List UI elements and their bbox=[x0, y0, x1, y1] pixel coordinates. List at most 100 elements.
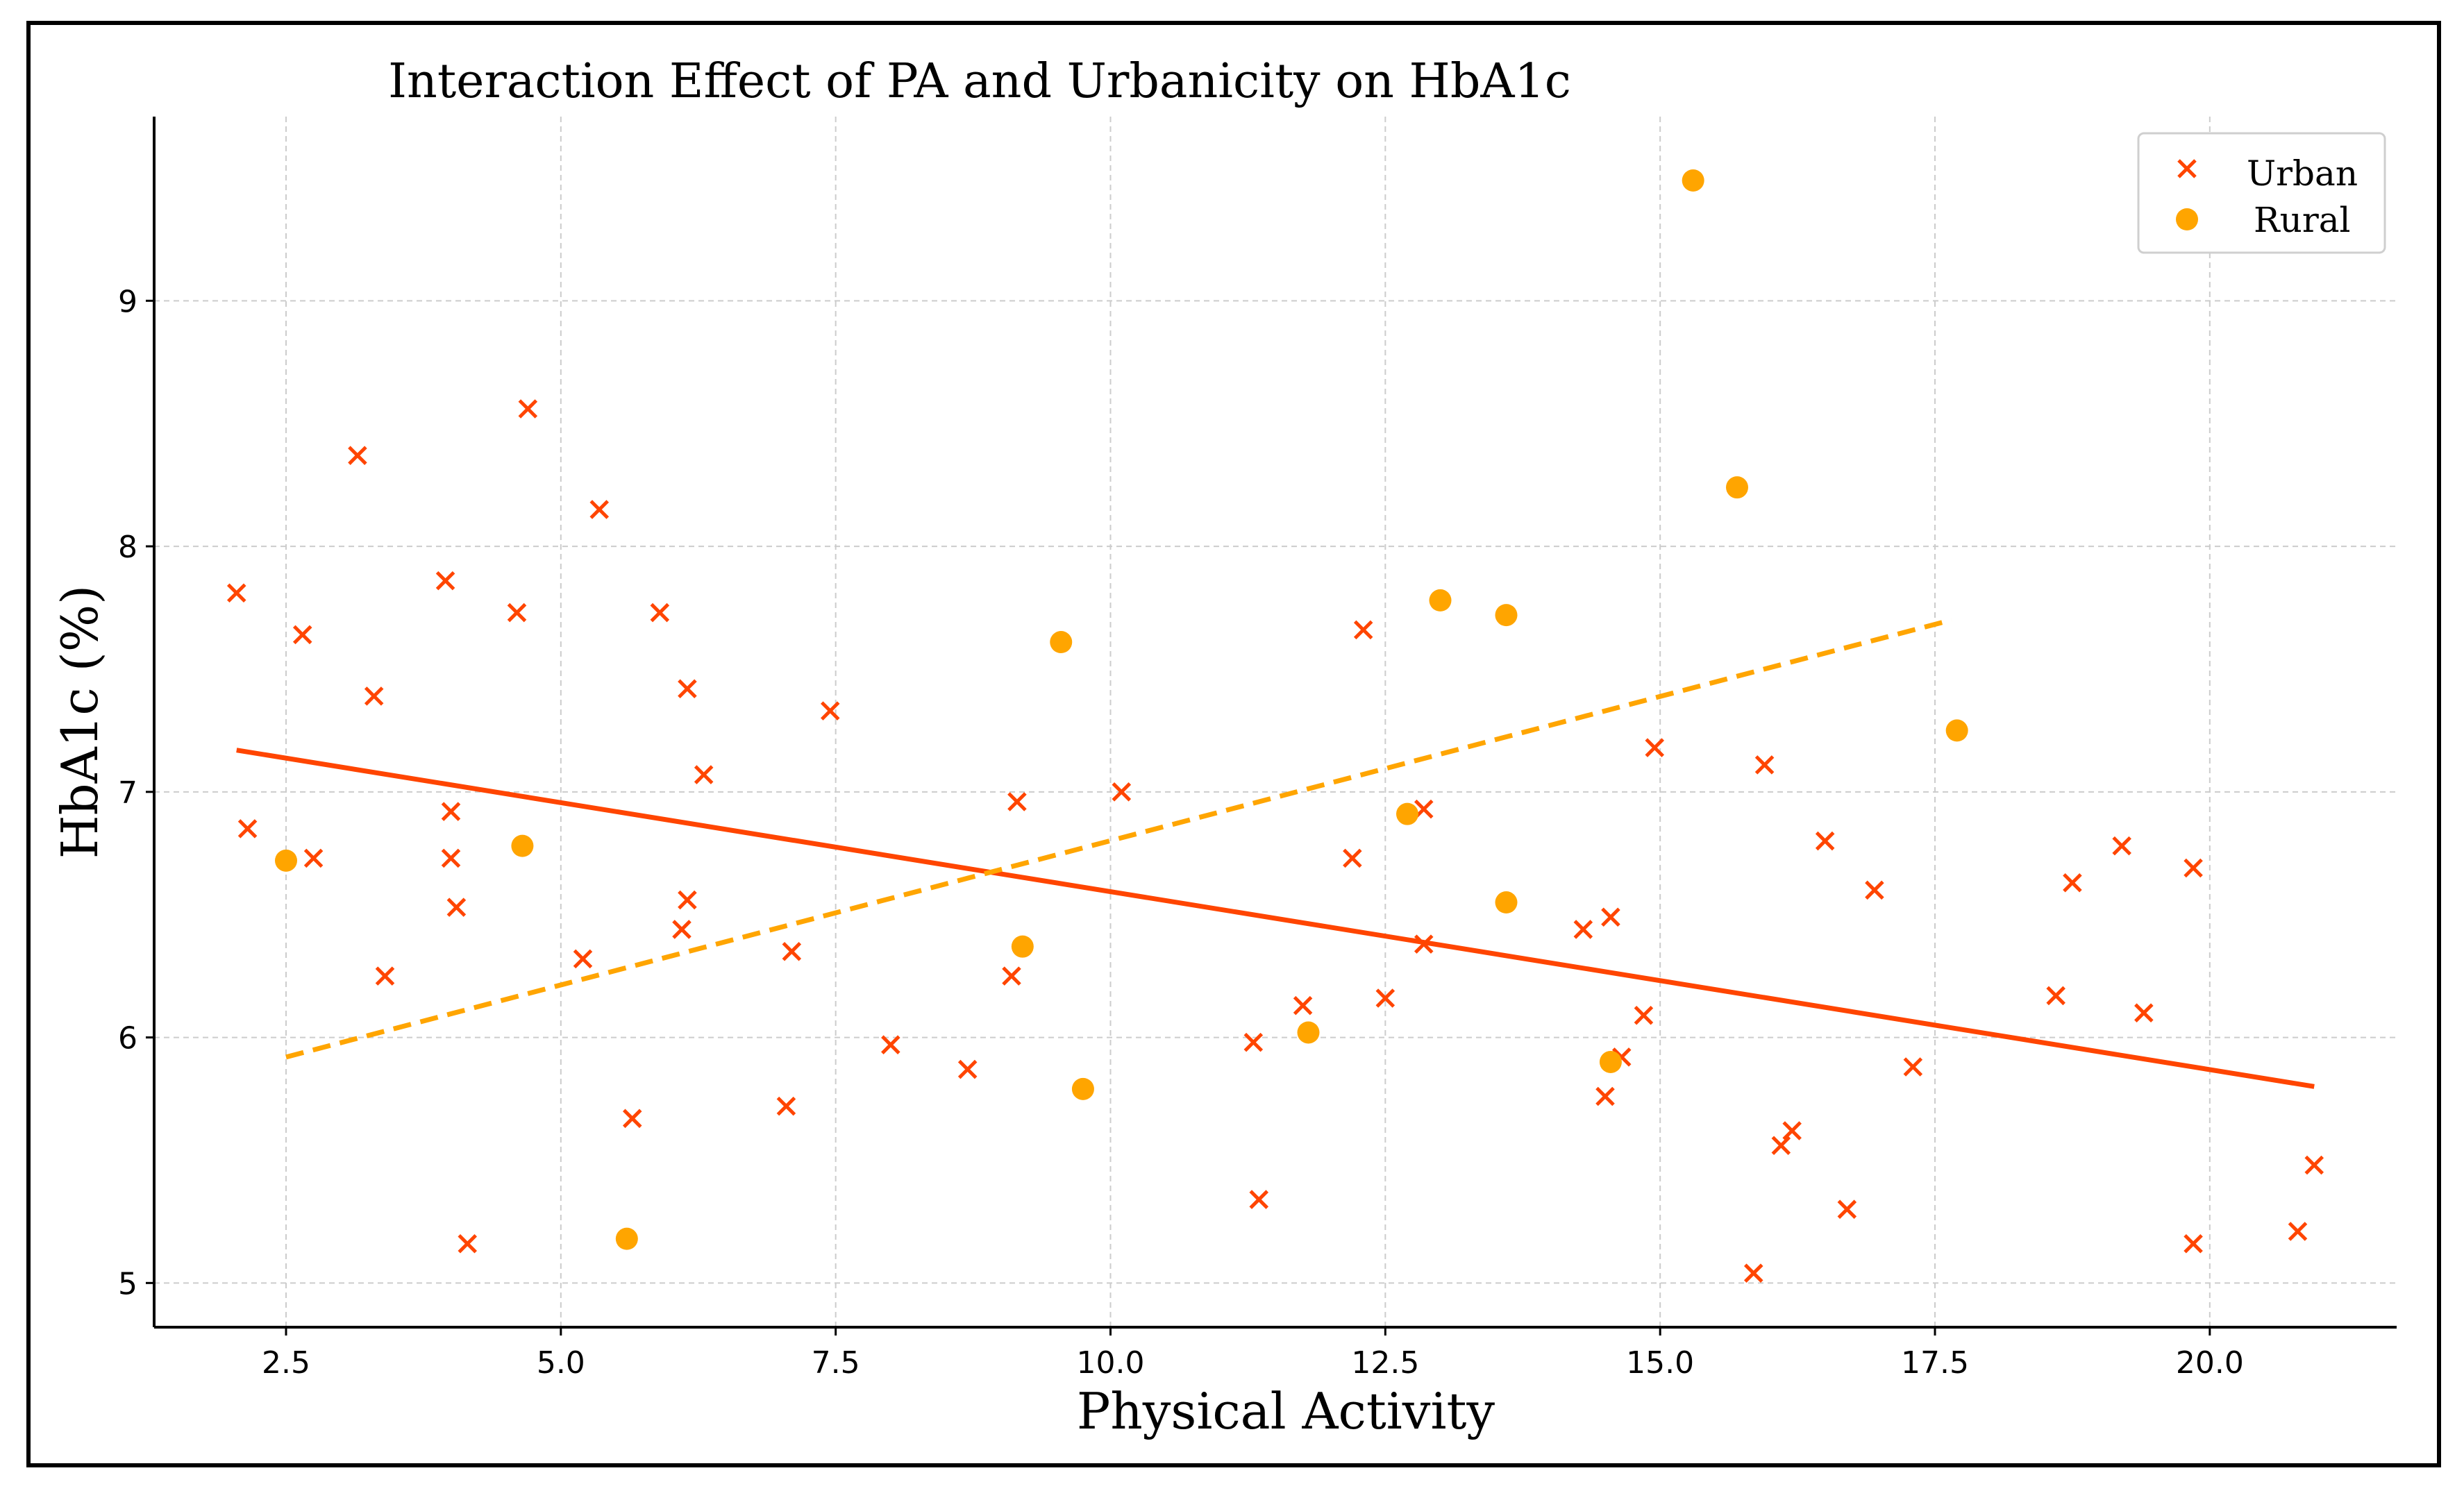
rural-point bbox=[1495, 891, 1518, 914]
x-marker-stroke bbox=[2304, 1155, 2324, 1175]
urban-point bbox=[1343, 848, 1362, 868]
rural-point bbox=[1050, 631, 1073, 654]
urban-point bbox=[650, 603, 670, 623]
urban-point bbox=[458, 1233, 478, 1254]
rural-point bbox=[1071, 1077, 1094, 1100]
x-marker-stroke bbox=[1754, 755, 1775, 775]
x-marker-stroke bbox=[292, 625, 312, 645]
x-marker-stroke bbox=[507, 603, 527, 623]
urban-point bbox=[1414, 934, 1434, 954]
urban-point bbox=[1645, 738, 1665, 757]
x-marker-stroke bbox=[2134, 1003, 2154, 1022]
legend-rural-label: Rural bbox=[2254, 200, 2351, 240]
urban-point bbox=[2112, 836, 2131, 856]
rural-point bbox=[1682, 169, 1704, 192]
x-marker-stroke bbox=[1353, 620, 1373, 640]
x-marker-stroke bbox=[237, 819, 258, 839]
urban-point bbox=[1771, 1136, 1791, 1155]
x-marker-stroke bbox=[364, 686, 384, 706]
x-marker-stroke bbox=[589, 500, 610, 519]
x-marker-stroke bbox=[678, 890, 697, 910]
x-marker-stroke bbox=[226, 583, 246, 603]
x-tick-label: 12.5 bbox=[1351, 1345, 1419, 1381]
urban-point bbox=[441, 848, 461, 868]
urban-trend-line bbox=[236, 748, 2315, 1089]
legend: Urban Rural bbox=[2137, 132, 2386, 254]
urban-point bbox=[2184, 858, 2203, 878]
x-marker-stroke bbox=[2063, 873, 2082, 893]
urban-point bbox=[1815, 831, 1835, 851]
urban-point bbox=[1293, 995, 1313, 1016]
rural-point bbox=[615, 1227, 638, 1250]
urban-point bbox=[1112, 782, 1132, 802]
grid-lines bbox=[154, 117, 2397, 1327]
x-marker-stroke bbox=[435, 571, 455, 591]
urban-point bbox=[1249, 1190, 1269, 1209]
trend-lines bbox=[236, 617, 2315, 1089]
urban-point bbox=[1903, 1057, 1923, 1077]
urban-point bbox=[1634, 1005, 1654, 1025]
x-tick-label: 5.0 bbox=[537, 1345, 585, 1381]
rural-point bbox=[511, 834, 534, 857]
x-tick-label: 2.5 bbox=[262, 1345, 310, 1381]
chart-title: Interaction Effect of PA and Urbanicity … bbox=[388, 54, 1571, 109]
urban-point bbox=[820, 701, 840, 721]
rural-point bbox=[1429, 589, 1452, 612]
urban-point bbox=[1782, 1121, 1802, 1140]
x-marker-stroke bbox=[375, 966, 395, 986]
x-marker-stroke bbox=[446, 898, 467, 917]
urban-point bbox=[435, 571, 455, 591]
x-marker-stroke bbox=[573, 949, 593, 969]
rural-point bbox=[1726, 476, 1748, 499]
data-points bbox=[226, 169, 2324, 1283]
urban-point bbox=[782, 941, 802, 961]
urban-point bbox=[226, 583, 246, 603]
x-marker-stroke bbox=[1782, 1121, 1802, 1140]
urban-point bbox=[678, 679, 697, 699]
x-marker-stroke bbox=[303, 848, 324, 868]
urban-point bbox=[1865, 880, 1884, 900]
urban-point bbox=[2184, 1233, 2203, 1254]
x-tick-label: 15.0 bbox=[1626, 1345, 1694, 1381]
x-marker-stroke bbox=[1771, 1136, 1791, 1155]
rural-point bbox=[275, 849, 297, 872]
x-marker-stroke bbox=[518, 399, 538, 419]
y-tick-label: 9 bbox=[118, 284, 137, 319]
x-marker-stroke bbox=[881, 1035, 900, 1054]
x-marker-stroke bbox=[2184, 1233, 2203, 1254]
legend-urban-label: Urban bbox=[2247, 153, 2358, 194]
urban-point bbox=[237, 819, 258, 839]
urban-point bbox=[446, 898, 467, 917]
x-marker-stroke bbox=[1595, 1086, 1615, 1106]
urban-point bbox=[1375, 988, 1396, 1008]
urban-point bbox=[518, 399, 538, 419]
urban-point bbox=[1002, 966, 1021, 986]
y-tick-label: 5 bbox=[118, 1266, 137, 1302]
urban-point bbox=[957, 1059, 978, 1079]
x-marker-stroke bbox=[1002, 966, 1021, 986]
urban-point bbox=[2063, 873, 2082, 893]
x-marker-stroke bbox=[2112, 836, 2131, 856]
x-marker-stroke bbox=[1112, 782, 1132, 802]
urban-point bbox=[364, 686, 384, 706]
urban-point bbox=[1601, 907, 1620, 927]
urban-point bbox=[292, 625, 312, 645]
x-marker-stroke bbox=[694, 765, 714, 784]
legend-box bbox=[2137, 132, 2386, 254]
urban-point bbox=[1595, 1086, 1615, 1106]
x-marker-stroke bbox=[348, 446, 367, 465]
urban-point bbox=[2134, 1003, 2154, 1022]
urban-point bbox=[303, 848, 324, 868]
urban-point bbox=[2304, 1155, 2324, 1175]
tick-labels: 2.5 5.0 7.5 10.0 12.5 15.0 17.5 20.0 5 6 7 8 9 bbox=[118, 284, 2244, 1381]
x-marker-stroke bbox=[782, 941, 802, 961]
urban-point bbox=[1743, 1263, 1763, 1283]
urban-point bbox=[1754, 755, 1775, 775]
x-tick-label: 17.5 bbox=[1901, 1345, 1969, 1381]
legend-urban-x-marker bbox=[2177, 159, 2197, 178]
urban-point bbox=[776, 1096, 796, 1116]
urban-point bbox=[348, 446, 367, 465]
urban-point bbox=[672, 920, 692, 939]
y-tick-label: 8 bbox=[118, 530, 137, 565]
